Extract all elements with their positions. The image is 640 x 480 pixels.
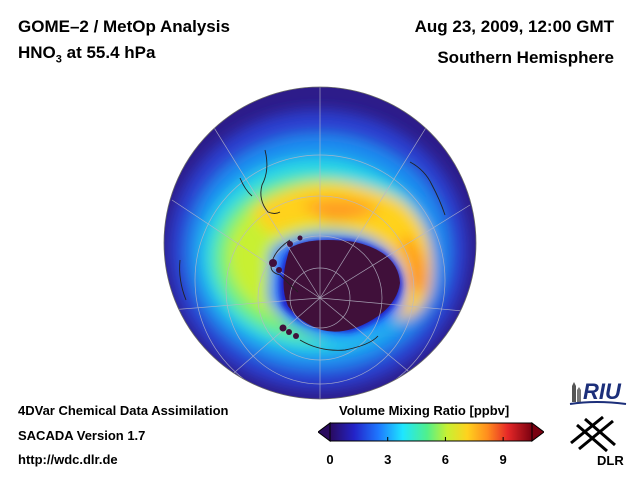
map-field	[164, 87, 476, 399]
svg-text:RIU: RIU	[583, 379, 622, 404]
datetime-label: Aug 23, 2009, 12:00 GMT	[414, 17, 614, 36]
colorbar-tick-label: 0	[326, 452, 334, 467]
colorbar-title: Volume Mixing Ratio [ppbv]	[339, 403, 510, 418]
colorbar-gradient	[329, 422, 533, 442]
svg-text:DLR: DLR	[597, 453, 624, 468]
colorbar-over-arrow	[531, 422, 544, 442]
polar-map	[163, 86, 477, 400]
hemisphere-label: Southern Hemisphere	[437, 48, 614, 67]
plot-title: GOME–2 / MetOp Analysis	[18, 17, 230, 36]
graticule	[169, 87, 475, 399]
colorbar-under-arrow	[318, 422, 331, 442]
riu-logo: RIU	[569, 379, 627, 405]
footer-method: 4DVar Chemical Data Assimilation	[18, 403, 229, 418]
coastlines	[179, 149, 446, 351]
colorbar-tick-label: 9	[499, 452, 507, 467]
species-label: HNO3 at 55.4 hPa	[18, 43, 156, 66]
footer-url[interactable]: http://wdc.dlr.de	[18, 452, 118, 467]
dlr-logo: DLR	[570, 415, 624, 468]
colorbar-tick-label: 3	[384, 452, 392, 467]
colorbar	[318, 422, 544, 442]
pscdots	[269, 235, 303, 339]
footer-version: SACADA Version 1.7	[18, 428, 146, 443]
colorbar-tick-label: 6	[441, 452, 450, 467]
